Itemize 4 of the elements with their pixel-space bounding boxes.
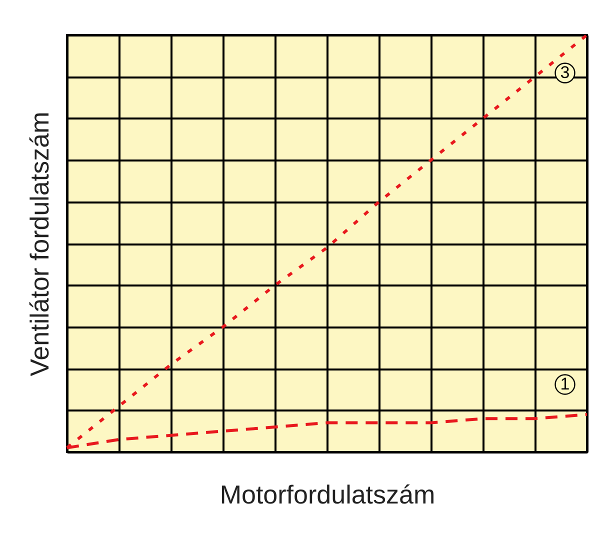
series-label: 1	[560, 374, 570, 394]
x-axis-title: Motorfordulatszám	[220, 480, 436, 510]
y-axis-title: Ventilátor fordulatszám	[24, 112, 54, 376]
series-label: 3	[560, 63, 570, 82]
